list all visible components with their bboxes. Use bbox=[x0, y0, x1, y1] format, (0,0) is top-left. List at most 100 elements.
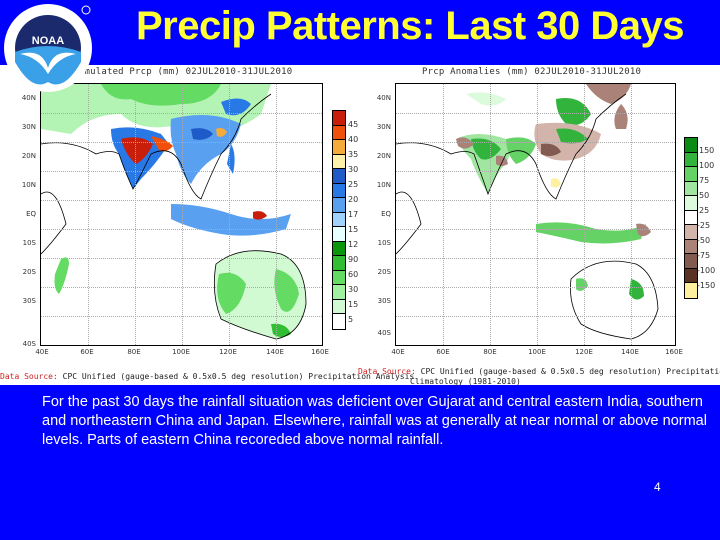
lat-label: 30S bbox=[22, 297, 36, 305]
legend-label: 25 bbox=[699, 206, 710, 215]
lon-label: 140E bbox=[621, 348, 639, 356]
legend-swatch bbox=[333, 299, 345, 314]
source-text: CPC Unified (gauge-based & 0.5x0.5 deg r… bbox=[420, 367, 720, 376]
precip-figure: Accumulated Prcp (mm) 02JUL2010-31JUL201… bbox=[0, 65, 720, 386]
source-label: Data Source: bbox=[0, 372, 58, 381]
slide-body-text: For the past 30 days the rainfall situat… bbox=[42, 394, 707, 448]
lon-label: 100E bbox=[172, 348, 190, 356]
lat-label: 10N bbox=[21, 181, 36, 189]
right-map-title: Prcp Anomalies (mm) 02JUL2010-31JUL2010 bbox=[422, 67, 642, 77]
legend-label: 30 bbox=[348, 165, 359, 174]
lat-label: 40S bbox=[377, 329, 391, 337]
lat-label: EQ bbox=[381, 210, 391, 218]
page-number: 4 bbox=[654, 480, 661, 494]
left-map-plot bbox=[40, 83, 323, 346]
legend-swatch bbox=[333, 125, 345, 140]
legend-label: 75 bbox=[699, 176, 710, 185]
lat-label: EQ bbox=[26, 210, 36, 218]
lat-label: 30S bbox=[377, 297, 391, 305]
legend-label: 15 bbox=[348, 225, 359, 234]
lat-label: 40N bbox=[376, 94, 391, 102]
lat-label: 20N bbox=[376, 152, 391, 160]
lat-label: 30N bbox=[21, 123, 36, 131]
legend-label: 100 bbox=[699, 161, 715, 170]
legend-swatch bbox=[685, 138, 697, 153]
legend-swatch bbox=[333, 154, 345, 169]
right-data-source: Data Source: CPC Unified (gauge-based & … bbox=[358, 367, 720, 376]
lon-label: 160E bbox=[311, 348, 329, 356]
legend-swatch bbox=[685, 239, 697, 254]
lat-label: 10N bbox=[376, 181, 391, 189]
legend-swatch bbox=[333, 314, 345, 329]
lon-label: 160E bbox=[665, 348, 683, 356]
title-bar: Precip Patterns: Last 30 Days bbox=[0, 0, 720, 65]
lon-label: 80E bbox=[127, 348, 141, 356]
legend-swatch bbox=[685, 225, 697, 240]
left-legend bbox=[332, 110, 346, 330]
svg-text:NOAA: NOAA bbox=[32, 35, 64, 47]
lat-label: 20S bbox=[22, 268, 36, 276]
legend-label: 50 bbox=[699, 191, 710, 200]
legend-label: 150 bbox=[699, 146, 715, 155]
lat-label: 20S bbox=[377, 268, 391, 276]
legend-label: 25 bbox=[348, 180, 359, 189]
lat-label: 40S bbox=[22, 340, 36, 348]
right-map-plot bbox=[395, 83, 676, 346]
legend-label: 60 bbox=[348, 270, 359, 279]
legend-swatch bbox=[333, 285, 345, 300]
lat-label: 30N bbox=[376, 123, 391, 131]
legend-label: 5 bbox=[348, 315, 354, 324]
legend-swatch bbox=[685, 283, 697, 298]
legend-label: -50 bbox=[697, 236, 711, 245]
legend-swatch bbox=[333, 111, 345, 126]
left-data-source: Data Source: CPC Unified (gauge-based & … bbox=[0, 372, 414, 381]
legend-swatch bbox=[333, 256, 345, 271]
legend-swatch bbox=[333, 227, 345, 242]
legend-label: 40 bbox=[348, 135, 359, 144]
legend-swatch bbox=[685, 254, 697, 269]
legend-label: 15 bbox=[348, 300, 359, 309]
legend-label: 12 bbox=[348, 240, 359, 249]
source-text: CPC Unified (gauge-based & 0.5x0.5 deg r… bbox=[62, 372, 415, 381]
legend-swatch bbox=[685, 181, 697, 196]
lon-label: 60E bbox=[80, 348, 94, 356]
legend-swatch bbox=[333, 183, 345, 198]
lon-label: 40E bbox=[391, 348, 405, 356]
lat-label: 10S bbox=[22, 239, 36, 247]
noaa-logo-icon: NOAA bbox=[2, 2, 94, 94]
legend-swatch bbox=[333, 198, 345, 213]
lon-label: 120E bbox=[575, 348, 593, 356]
lat-label: 10S bbox=[377, 239, 391, 247]
legend-swatch bbox=[685, 268, 697, 283]
legend-label: 45 bbox=[348, 120, 359, 129]
legend-swatch bbox=[333, 212, 345, 227]
legend-swatch bbox=[333, 270, 345, 285]
legend-swatch bbox=[333, 140, 345, 155]
lat-label: 40N bbox=[21, 94, 36, 102]
lat-label: 20N bbox=[21, 152, 36, 160]
legend-label: -75 bbox=[697, 251, 711, 260]
left-map-title: Accumulated Prcp (mm) 02JUL2010-31JUL201… bbox=[62, 67, 293, 77]
lon-label: 140E bbox=[266, 348, 284, 356]
lon-label: 100E bbox=[528, 348, 546, 356]
legend-label: -150 bbox=[697, 281, 716, 290]
right-data-source-climatology: Climatology (1981-2010) bbox=[410, 377, 521, 386]
legend-label: 17 bbox=[348, 210, 359, 219]
lon-label: 120E bbox=[219, 348, 237, 356]
legend-label: 20 bbox=[348, 195, 359, 204]
source-label: Data Source: bbox=[358, 367, 416, 376]
lon-label: 60E bbox=[436, 348, 450, 356]
legend-swatch bbox=[685, 152, 697, 167]
legend-label: 30 bbox=[348, 285, 359, 294]
legend-swatch bbox=[685, 167, 697, 182]
legend-label: -25 bbox=[697, 221, 711, 230]
slide-title: Precip Patterns: Last 30 Days bbox=[136, 4, 684, 48]
lon-label: 40E bbox=[35, 348, 49, 356]
legend-label: 90 bbox=[348, 255, 359, 264]
legend-label: -100 bbox=[697, 266, 716, 275]
legend-swatch bbox=[333, 241, 345, 256]
legend-swatch bbox=[685, 196, 697, 211]
lon-label: 80E bbox=[483, 348, 497, 356]
right-legend bbox=[684, 137, 698, 299]
legend-swatch bbox=[685, 210, 697, 225]
